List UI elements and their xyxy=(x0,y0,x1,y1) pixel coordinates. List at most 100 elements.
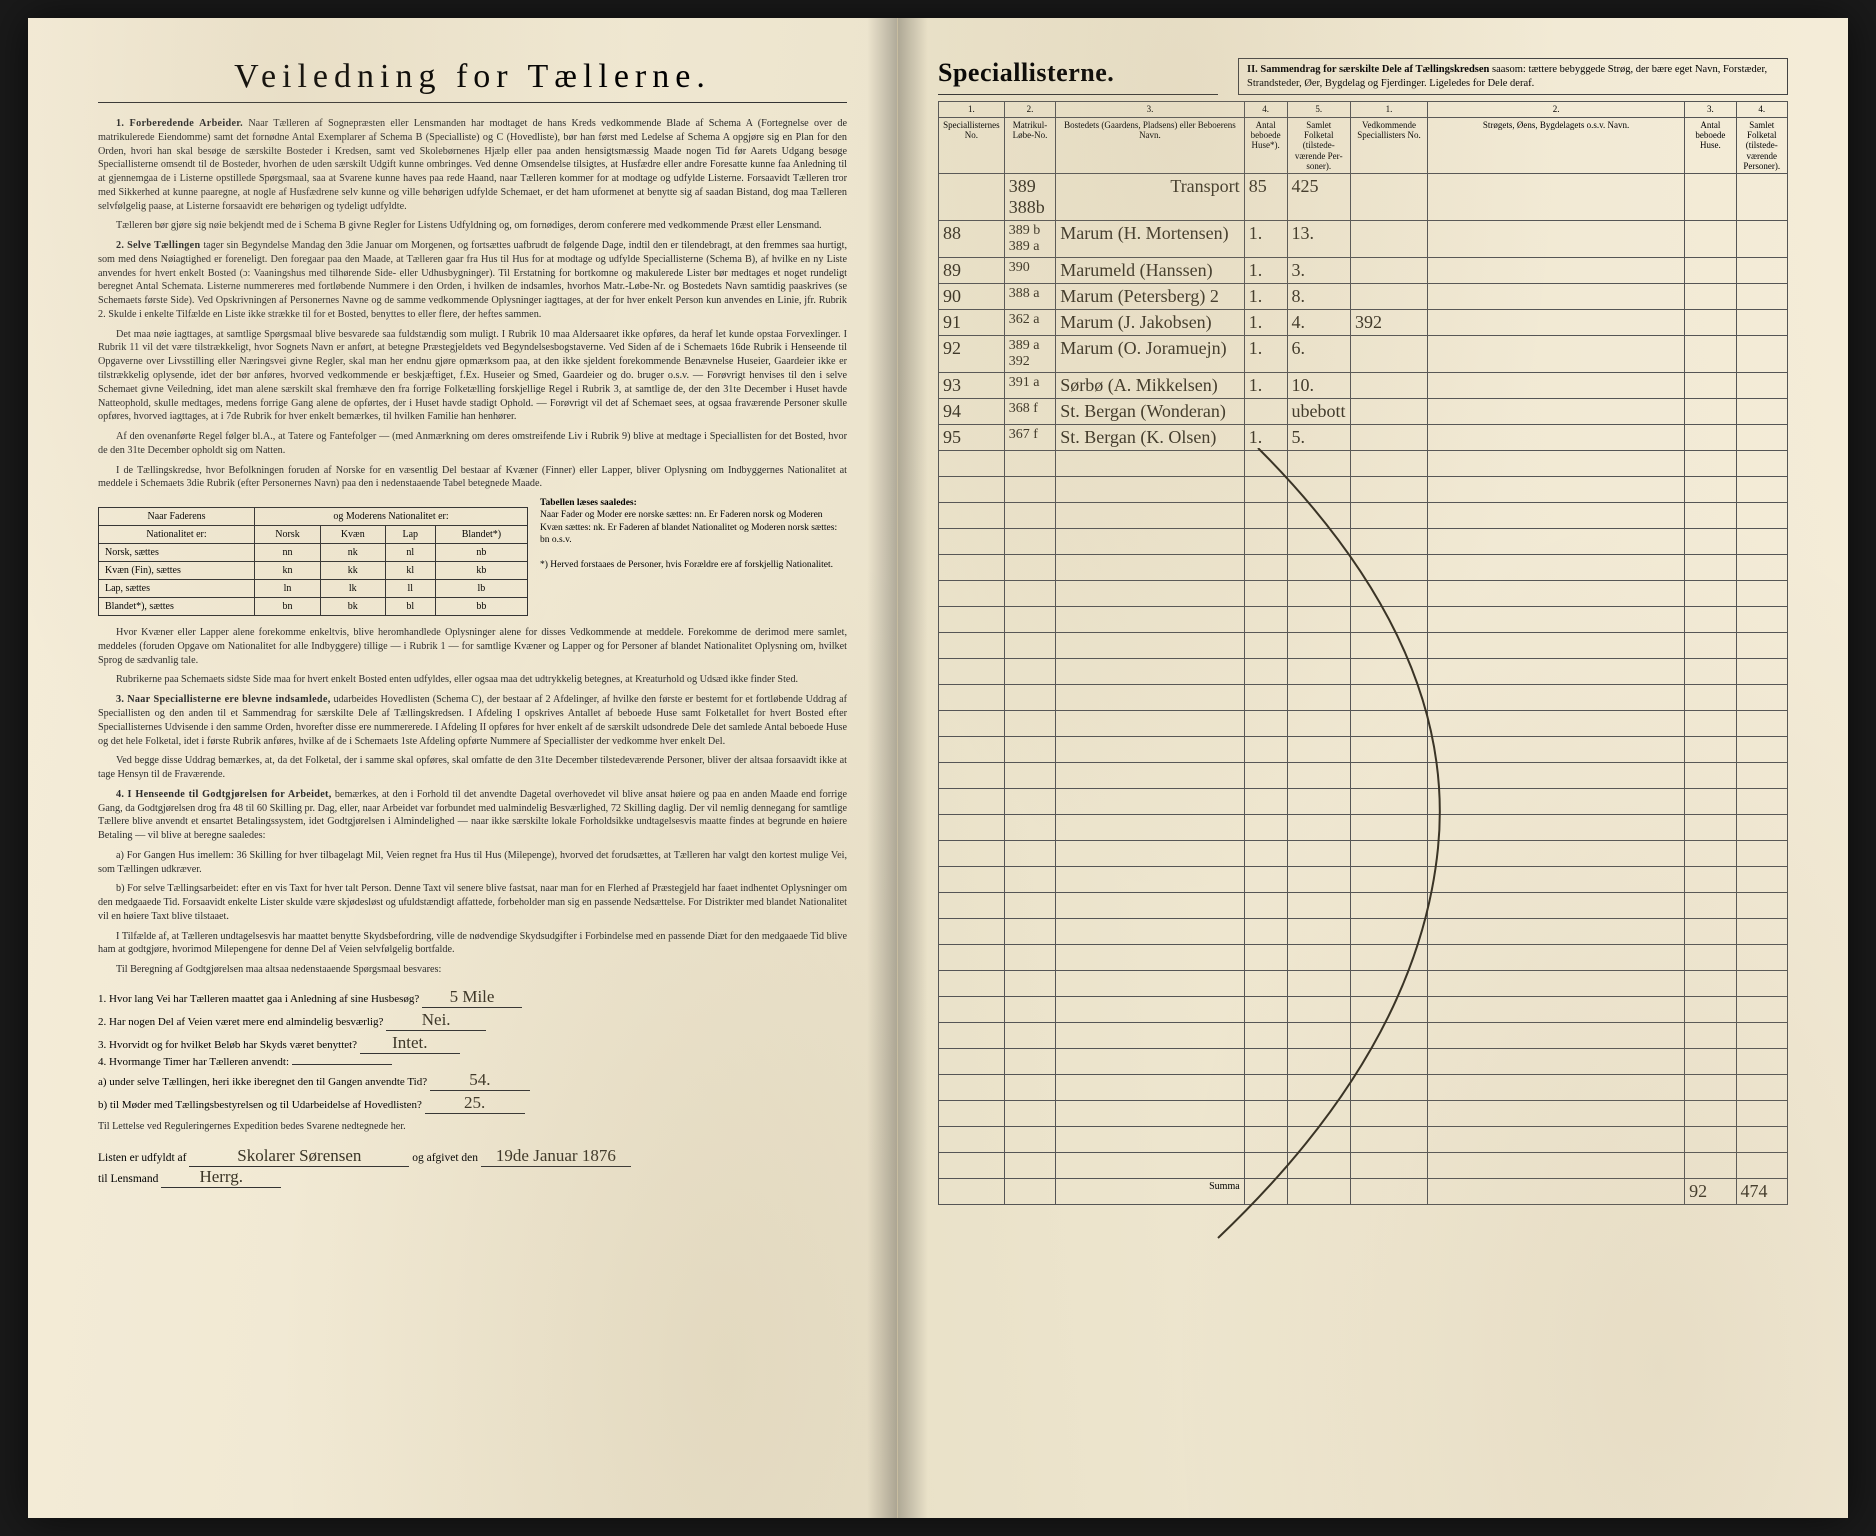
sign-to: til Lensmand xyxy=(98,1173,158,1185)
table-cell xyxy=(1350,711,1427,737)
sec2b-text: Det maa nøie iagttages, at samtlige Spør… xyxy=(98,328,847,424)
table-cell xyxy=(1736,555,1787,581)
table-cell xyxy=(1287,1179,1350,1205)
table-cell xyxy=(939,607,1005,633)
table-cell xyxy=(1244,607,1287,633)
table-cell xyxy=(939,737,1005,763)
nat-cell: Blandet*), sættes xyxy=(99,598,255,616)
table-cell xyxy=(1004,815,1055,841)
table-cell xyxy=(1350,919,1427,945)
table-cell xyxy=(1287,1153,1350,1179)
table-cell xyxy=(1350,1127,1427,1153)
table-row xyxy=(939,919,1788,945)
table-cell xyxy=(1244,503,1287,529)
table-cell xyxy=(1244,919,1287,945)
table-cell xyxy=(1056,451,1244,477)
table-cell: 1. xyxy=(1244,258,1287,284)
table-cell xyxy=(1056,477,1244,503)
table-cell xyxy=(1004,529,1055,555)
lc1: Matrikul-Løbe-No. xyxy=(1004,117,1055,174)
table-cell: Marum (Petersberg) 2 xyxy=(1056,284,1244,310)
table-row xyxy=(939,893,1788,919)
extra1: Ved begge disse Uddrag bemærkes, at, da … xyxy=(98,754,847,782)
table-cell xyxy=(1428,1023,1685,1049)
table-cell: 1. xyxy=(1244,310,1287,336)
table-cell xyxy=(939,633,1005,659)
table-cell xyxy=(1244,555,1287,581)
table-cell xyxy=(1287,1049,1350,1075)
table-cell xyxy=(1736,945,1787,971)
table-cell xyxy=(1736,867,1787,893)
table-cell xyxy=(1244,945,1287,971)
table-cell xyxy=(1056,971,1244,997)
table-cell: 390 xyxy=(1004,258,1055,284)
table-row xyxy=(939,1153,1788,1179)
nat-cell: bk xyxy=(320,598,385,616)
table-cell xyxy=(1428,310,1685,336)
table-cell xyxy=(1428,284,1685,310)
table-cell xyxy=(1428,529,1685,555)
table-cell xyxy=(1428,945,1685,971)
nat-cell: Norsk, sættes xyxy=(99,544,255,562)
table-cell xyxy=(1350,763,1427,789)
table-cell xyxy=(1736,1049,1787,1075)
table-cell xyxy=(939,477,1005,503)
table-cell xyxy=(1428,763,1685,789)
table-cell: 1. xyxy=(1244,221,1287,258)
table-cell xyxy=(1244,1101,1287,1127)
table-cell xyxy=(1685,221,1736,258)
ln1: 1. xyxy=(939,102,1005,117)
table-cell xyxy=(1004,451,1055,477)
table-cell xyxy=(1736,997,1787,1023)
nat-c3: Lap xyxy=(385,526,435,544)
nat-cell: ll xyxy=(385,580,435,598)
table-cell xyxy=(939,815,1005,841)
nat-footnote: *) Herved forstaaes de Personer, hvis Fo… xyxy=(540,559,847,571)
nat-side-text: Naar Fader og Moder ere norske sættes: n… xyxy=(540,509,847,546)
table-cell xyxy=(1685,284,1736,310)
table-cell: 391 a xyxy=(1004,373,1055,399)
table-cell: Sørbø (A. Mikkelsen) xyxy=(1056,373,1244,399)
heading-speciallisterne: Speciallisterne. xyxy=(938,58,1218,95)
table-cell: 392 xyxy=(1350,310,1427,336)
table-row xyxy=(939,841,1788,867)
table-cell xyxy=(1004,841,1055,867)
table-cell xyxy=(1350,1023,1427,1049)
table-cell xyxy=(1056,789,1244,815)
table-cell xyxy=(1685,867,1736,893)
nat-cell: nn xyxy=(255,544,321,562)
rn1: 1. xyxy=(1350,102,1427,117)
table-cell: Marum (H. Mortensen) xyxy=(1056,221,1244,258)
table-cell: 88 xyxy=(939,221,1005,258)
table-cell: Transport xyxy=(1056,174,1244,221)
table-cell xyxy=(1736,581,1787,607)
table-cell xyxy=(1428,919,1685,945)
table-cell xyxy=(1685,174,1736,221)
table-cell xyxy=(1685,310,1736,336)
table-cell xyxy=(1004,893,1055,919)
nat-cell: nb xyxy=(435,544,527,562)
table-cell xyxy=(1056,945,1244,971)
sec3-head: Naar Speciallisterne ere blevne indsamle… xyxy=(127,694,330,705)
table-cell xyxy=(1287,1023,1350,1049)
nationality-table: Naar Faderens og Moderens Nationalitet e… xyxy=(98,507,528,616)
table-cell: 368 f xyxy=(1004,399,1055,425)
table-cell: 95 xyxy=(939,425,1005,451)
payB: b) For selve Tællingsarbeidet: efter en … xyxy=(98,882,847,923)
sec2-num: 2. xyxy=(116,240,124,251)
table-cell xyxy=(1685,971,1736,997)
table-cell xyxy=(1056,867,1244,893)
nat-c2: Kvæn xyxy=(320,526,385,544)
table-cell xyxy=(1244,1049,1287,1075)
aft0: Hvor Kvæner eller Lapper alene forekomme… xyxy=(98,626,847,667)
table-cell xyxy=(1736,336,1787,373)
table-cell xyxy=(1056,607,1244,633)
table-cell xyxy=(1004,1023,1055,1049)
sec2c-text: Af den ovenanførte Regel følger bl.A., a… xyxy=(98,430,847,458)
table-cell xyxy=(1350,373,1427,399)
table-cell xyxy=(1428,737,1685,763)
table-cell xyxy=(1287,893,1350,919)
table-cell xyxy=(1004,971,1055,997)
table-cell: 5. xyxy=(1287,425,1350,451)
table-cell xyxy=(1736,425,1787,451)
